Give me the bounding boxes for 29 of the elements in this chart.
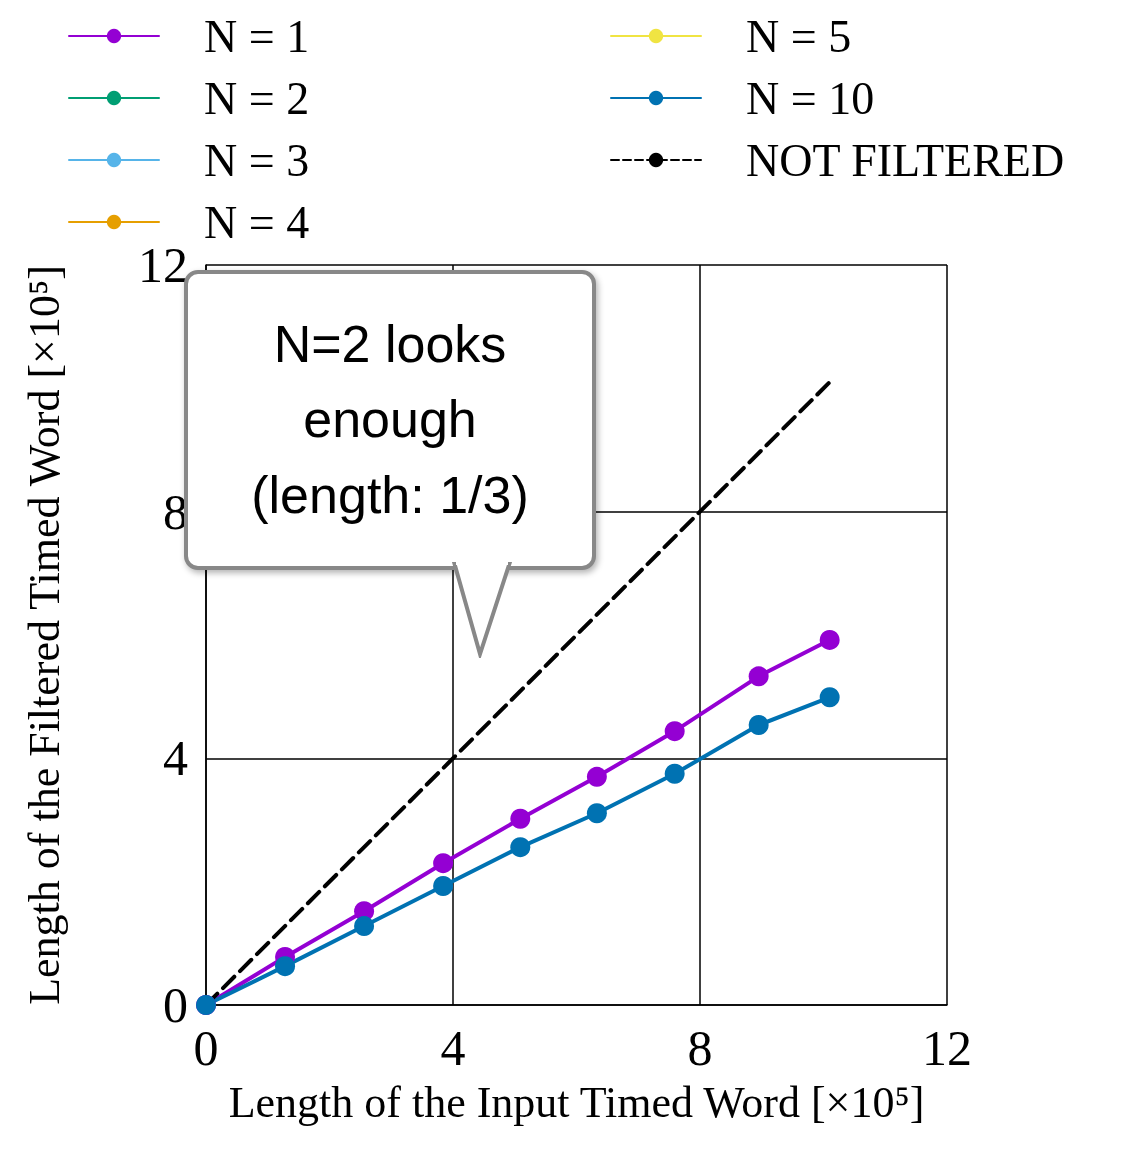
point xyxy=(586,803,607,824)
point xyxy=(433,853,454,874)
x-axis-title: Length of the Input Timed Word [×10⁵] xyxy=(228,1077,925,1127)
legend-label: N = 1 xyxy=(204,10,310,62)
point xyxy=(748,666,769,687)
y-tick-label: 0 xyxy=(163,977,188,1033)
annotation: N=2 looks enough (length: 1/3) xyxy=(250,313,530,526)
point xyxy=(819,629,840,650)
point xyxy=(586,766,607,787)
x-tick-label: 8 xyxy=(687,1020,713,1076)
legend-label: N = 5 xyxy=(746,10,852,62)
point xyxy=(354,916,375,937)
y-tick-label: 4 xyxy=(163,730,188,787)
legend-label: N = 3 xyxy=(204,134,310,186)
point xyxy=(510,837,531,858)
point xyxy=(819,687,840,708)
legend-label: N = 10 xyxy=(746,72,875,124)
point xyxy=(275,956,296,977)
point xyxy=(510,808,531,829)
x-tick-label: 12 xyxy=(922,1020,972,1076)
legend-label: N = 2 xyxy=(204,72,310,124)
x-tick-label: 4 xyxy=(440,1020,466,1076)
legend-label: N = 4 xyxy=(204,196,310,248)
y-axis-title: Length of the Filtered Timed Word [×10⁵] xyxy=(19,265,69,1005)
point xyxy=(748,715,769,736)
legend-label: NOT FILTERED xyxy=(746,134,1065,186)
point xyxy=(664,763,685,784)
point xyxy=(433,875,454,896)
point xyxy=(664,721,685,742)
